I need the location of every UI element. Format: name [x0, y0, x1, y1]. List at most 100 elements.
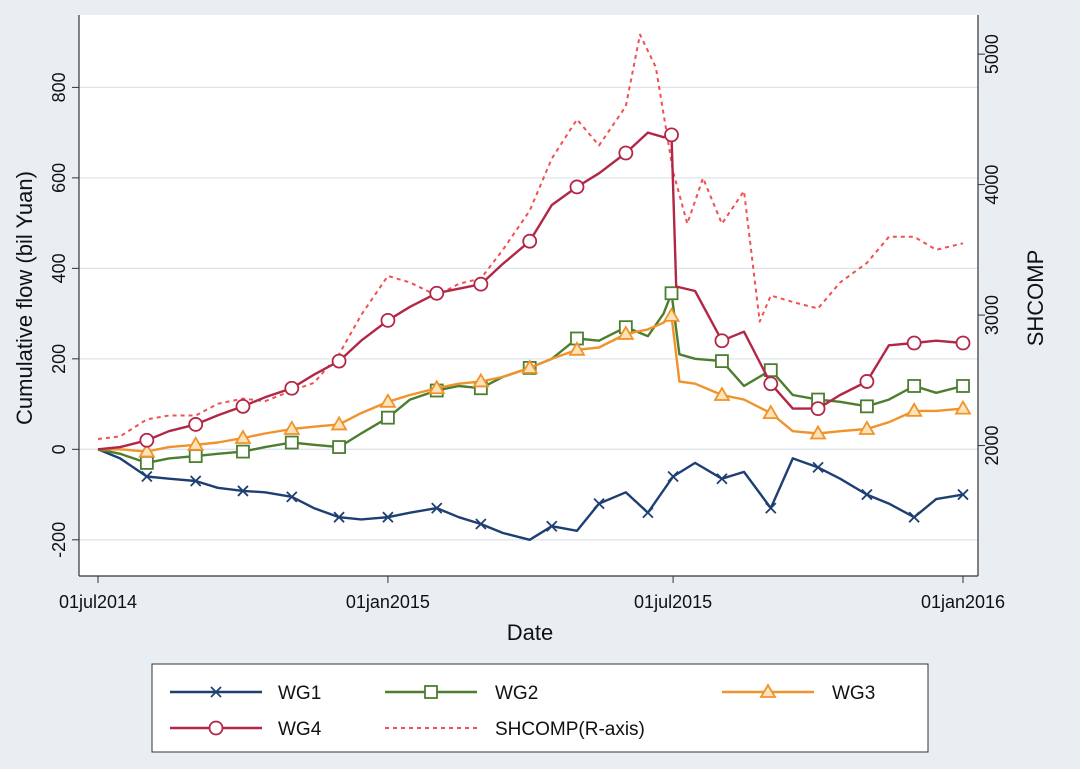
data-point-wg1: [382, 511, 394, 523]
y-axis-label: Cumulative flow (bil Yuan): [12, 171, 37, 425]
x-tick-label: 01jul2015: [634, 592, 712, 612]
data-point-wg4: [522, 233, 538, 249]
data-point-wg2: [907, 379, 922, 393]
legend-marker: [424, 685, 438, 699]
data-point-wg1: [667, 470, 679, 483]
legend-entry: WG1: [170, 683, 321, 704]
data-point-wg4: [664, 127, 679, 143]
legend-box: [151, 663, 929, 753]
y-tick-label: 800: [49, 72, 69, 102]
data-point-wg1: [716, 473, 728, 485]
legend-marker: [210, 686, 222, 698]
data-point-wg2: [956, 379, 970, 393]
grid: [79, 86, 978, 541]
data-point-wg1: [908, 511, 920, 523]
data-point-wg3: [187, 436, 205, 451]
data-point-wg4: [906, 335, 922, 351]
x-tick-label: 01jul2014: [59, 592, 137, 612]
data-point-wg1: [642, 507, 654, 519]
series-line-shcomp-r-axis-: [97, 33, 964, 440]
data-point-wg4: [569, 179, 585, 195]
axes: -200 0 200 400 600 800 2000 3000 4000 5000 01jul20…: [49, 15, 1005, 612]
data-point-wg4: [429, 285, 445, 301]
data-point-wg4: [473, 276, 489, 292]
data-point-wg3: [809, 424, 827, 440]
legend-marker: [759, 683, 777, 698]
data-point-wg2: [664, 286, 679, 301]
data-point-wg3: [428, 379, 446, 395]
legend-label: WG4: [278, 719, 322, 740]
data-point-wg4: [618, 145, 634, 161]
legend-entry: WG3: [722, 683, 875, 704]
y2-tick-label: 4000: [982, 165, 1002, 205]
data-point-wg4: [810, 401, 826, 417]
y-tick-label: 400: [49, 253, 69, 283]
legend-label: WG2: [495, 683, 538, 704]
data-point-wg3: [662, 307, 681, 322]
data-point-wg3: [379, 393, 397, 408]
data-point-wg2: [284, 435, 299, 450]
data-point-wg3: [617, 325, 635, 340]
data-point-wg2: [332, 440, 346, 454]
y2-tick-label: 3000: [982, 295, 1002, 335]
data-point-wg3: [954, 399, 972, 415]
series-layer: [97, 33, 972, 541]
data-point-wg4: [859, 374, 875, 389]
y-tick-label: 0: [49, 444, 69, 454]
data-point-wg3: [762, 404, 780, 420]
data-point-wg3: [138, 442, 156, 458]
series-line-wg4: [97, 131, 964, 451]
data-point-wg1: [593, 497, 605, 510]
plot-area: [79, 15, 978, 576]
y2-axis-label: SHCOMP: [1023, 250, 1048, 347]
data-point-wg2: [188, 449, 203, 464]
data-point-wg4: [955, 335, 971, 351]
data-point-wg3: [283, 420, 301, 435]
legend-entry: SHCOMP(R-axis): [385, 719, 645, 740]
data-point-wg4: [284, 380, 300, 396]
data-point-wg4: [139, 432, 155, 448]
data-point-wg2: [859, 399, 874, 414]
data-point-wg2: [381, 410, 395, 425]
data-point-wg3: [905, 402, 923, 417]
legend-entry: WG2: [385, 683, 538, 704]
data-point-wg4: [235, 398, 251, 414]
data-point-wg1: [333, 511, 345, 523]
data-point-wg2: [139, 455, 154, 470]
y-tick-label: -200: [49, 522, 69, 558]
data-point-wg4: [714, 333, 730, 349]
y2-tick-label: 2000: [982, 426, 1002, 466]
data-point-wg3: [472, 372, 490, 388]
data-point-wg1: [957, 488, 969, 501]
data-point-wg4: [380, 312, 396, 328]
data-point-wg3: [234, 429, 252, 444]
y-tick-label: 600: [49, 163, 69, 193]
x-tick-label: 01jan2015: [346, 592, 430, 612]
data-point-wg2: [715, 354, 729, 369]
data-point-wg1: [286, 491, 298, 503]
data-point-wg1: [861, 488, 873, 501]
data-point-wg2: [236, 444, 250, 459]
data-point-wg3: [521, 359, 539, 374]
data-point-wg1: [141, 470, 153, 483]
data-point-wg1: [812, 461, 824, 474]
data-point-wg1: [765, 502, 777, 514]
data-point-wg3: [568, 341, 586, 356]
data-point-wg3: [330, 415, 348, 431]
legend-label: WG1: [278, 683, 321, 704]
data-point-wg4: [763, 376, 779, 392]
legend-marker: [208, 720, 224, 736]
x-axis-label: Date: [507, 620, 553, 645]
legend: WG1 WG2 WG3 WG4 SHCOMP(R-axis): [170, 683, 875, 740]
y2-tick-label: 5000: [982, 34, 1002, 74]
data-point-wg1: [237, 485, 249, 497]
data-point-wg4: [188, 417, 204, 432]
data-point-wg1: [475, 518, 487, 530]
series-line-wg3: [98, 314, 964, 453]
y-tick-label: 200: [49, 344, 69, 374]
data-point-wg1: [546, 520, 558, 532]
data-point-wg1: [431, 502, 443, 514]
data-point-wg4: [331, 353, 347, 369]
